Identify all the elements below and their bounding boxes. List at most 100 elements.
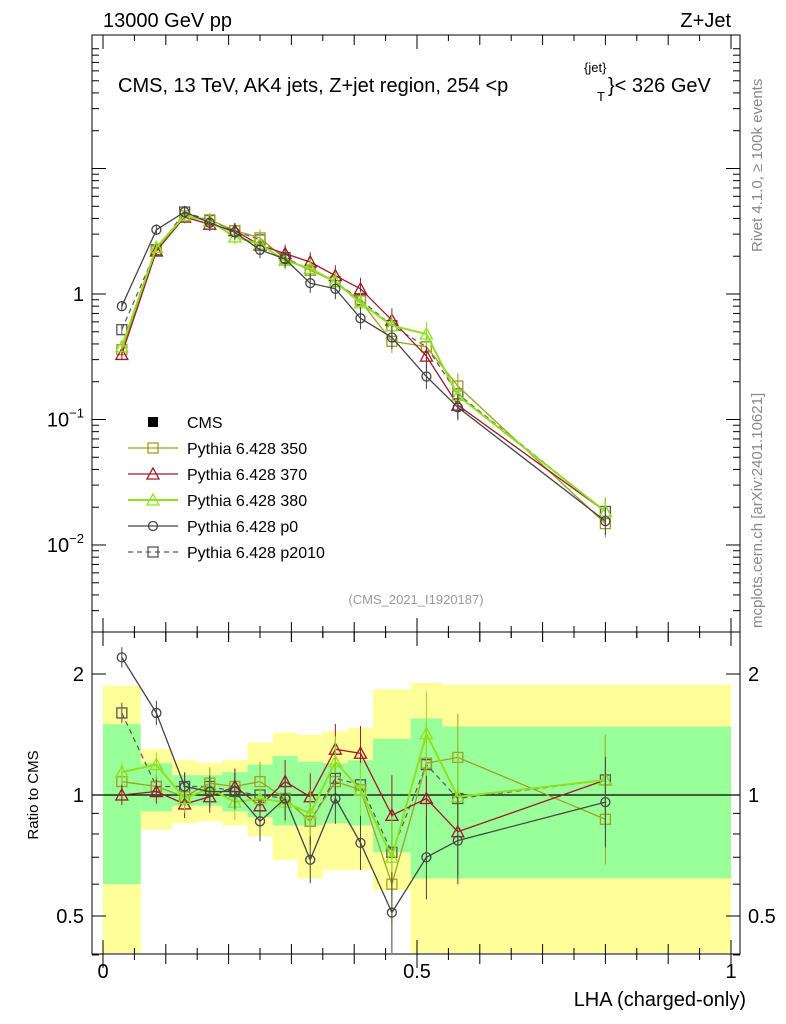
side-label-bottom: mcplots.cern.ch [arXiv:2401.10621]	[749, 393, 766, 628]
legend-label: CMS	[187, 415, 223, 432]
ratio-point-p0	[204, 786, 215, 797]
legend-marker-p380	[145, 492, 161, 506]
point-p0	[229, 227, 241, 238]
point-p0	[204, 217, 215, 228]
ratio-point-p370	[149, 784, 164, 798]
ratio-point-p370	[419, 791, 434, 805]
legend-marker-p0	[147, 520, 159, 532]
point-p0	[386, 332, 398, 343]
series-p0	[116, 205, 611, 535]
ratio-point-p0	[151, 707, 162, 719]
ratio-point-p0	[355, 837, 366, 849]
ratio-point-p0	[279, 793, 291, 804]
legend-item-p370: Pythia 6.428 370	[128, 466, 307, 484]
main-panel: 1 10−1 10−2 (CMS_2021_I1920187) CMS Pythia …	[47, 34, 741, 633]
point-p0	[355, 313, 366, 324]
series-p350	[116, 209, 612, 538]
point-p380	[419, 326, 434, 340]
ratio-frame	[91, 631, 741, 955]
ratio-point-p370	[353, 745, 368, 759]
legend-marker-p350	[147, 442, 159, 454]
point-p0	[279, 253, 291, 265]
point-p0	[330, 283, 341, 294]
legend-label: Pythia 6.428 350	[187, 441, 307, 458]
point-p0	[179, 206, 190, 218]
ratio-point-p380	[328, 754, 343, 768]
ratio-line-p350	[121, 756, 606, 887]
legend-marker-cms	[148, 417, 158, 427]
plot-title-end: }< 326 GeV	[608, 75, 712, 97]
point-p370	[114, 347, 129, 361]
plot-title-main: CMS, 13 TeV, AK4 jets, Z+jet region, 254…	[118, 75, 508, 97]
legend-marker-p2010	[147, 546, 159, 558]
main-axis-ticks: 1 10−1 10−2	[47, 35, 740, 632]
legend-item-p2010: Pythia 6.428 p2010	[128, 545, 325, 562]
ratio-ytick-label: 2	[73, 664, 84, 686]
point-p0	[421, 371, 432, 382]
ratio-ytick-label-right: 1	[748, 785, 759, 807]
ratio-point-p0	[421, 852, 432, 863]
ratio-ylabel: Ratio to CMS	[25, 750, 42, 839]
point-p380	[114, 339, 129, 353]
point-p0	[452, 402, 463, 413]
legend-label: Pythia 6.428 p0	[187, 519, 298, 536]
series-p380	[114, 208, 613, 526]
ratio-point-p380	[419, 726, 434, 740]
header-left: 13000 GeV pp	[103, 10, 232, 32]
ratio-series	[114, 647, 613, 953]
ratio-point-p0	[116, 652, 127, 663]
analysis-id: (CMS_2021_I1920187)	[348, 592, 483, 607]
ratio-point-p2010	[116, 707, 128, 719]
ratio-point-p380	[177, 791, 192, 805]
ratio-ytick-label: 1	[73, 785, 84, 807]
point-p0	[600, 515, 611, 527]
legend-label: Pythia 6.428 380	[187, 493, 307, 510]
main-ytick-label: 10−2	[47, 531, 84, 557]
ratio-line-p380	[121, 731, 606, 861]
ratio-point-p0	[386, 907, 398, 918]
xtick-label: 0.5	[403, 961, 431, 983]
ratio-ytick-label-right: 2	[748, 664, 759, 686]
ratio-line-p370	[121, 748, 606, 833]
plot-title-sub: T	[597, 89, 605, 104]
ratio-point-p0	[254, 816, 266, 827]
legend-item-p380: Pythia 6.428 380	[128, 492, 307, 510]
main-ytick-label: 1	[73, 284, 84, 306]
ratio-point-p380	[303, 806, 318, 820]
point-p380	[149, 240, 164, 254]
legend-label: Pythia 6.428 p2010	[187, 545, 325, 562]
point-p0	[254, 244, 266, 255]
header-right: Z+Jet	[680, 10, 731, 32]
side-label-top: Rivet 4.1.0, ≥ 100k events	[749, 79, 766, 252]
legend-item-cms: CMS	[148, 415, 223, 432]
ratio-point-p370	[114, 787, 129, 801]
x-tick-labels: 0 0.5 1	[97, 632, 737, 983]
point-p0	[305, 278, 316, 289]
ratio-ytick-label: 0.5	[56, 906, 84, 928]
ratio-point-p0	[229, 786, 241, 797]
main-frame	[91, 34, 741, 633]
point-p370	[149, 243, 164, 257]
main-ytick-label: 10−1	[47, 406, 84, 432]
point-p0	[151, 224, 162, 235]
legend: CMS Pythia 6.428 350 Pythia 6.428 370 Pythi…	[128, 415, 325, 562]
ratio-point-p0	[305, 854, 316, 865]
legend-marker-p370	[145, 466, 161, 480]
ratio-point-p380	[114, 764, 129, 778]
ratio-ytick-label-right: 0.5	[748, 906, 776, 928]
plot-title-sup: {jet}	[584, 60, 607, 75]
ratio-point-p0	[452, 835, 463, 846]
ratio-point-p0	[330, 793, 341, 804]
point-p0	[116, 301, 127, 312]
ratio-series-p0	[116, 647, 611, 953]
xlabel: LHA (charged-only)	[574, 989, 746, 1011]
point-p370	[419, 348, 434, 362]
ratio-point-p380	[149, 757, 164, 771]
ratio-uncertainty-bands	[103, 682, 731, 953]
ratio-point-p380	[384, 849, 399, 863]
xtick-label: 0	[97, 961, 108, 983]
ratio-panel: 0.5 0.5 1 1 2 2 Ratio to CMS LHA (charged-onl…	[25, 631, 776, 1011]
legend-item-p350: Pythia 6.428 350	[128, 441, 307, 458]
main-series	[114, 205, 613, 538]
